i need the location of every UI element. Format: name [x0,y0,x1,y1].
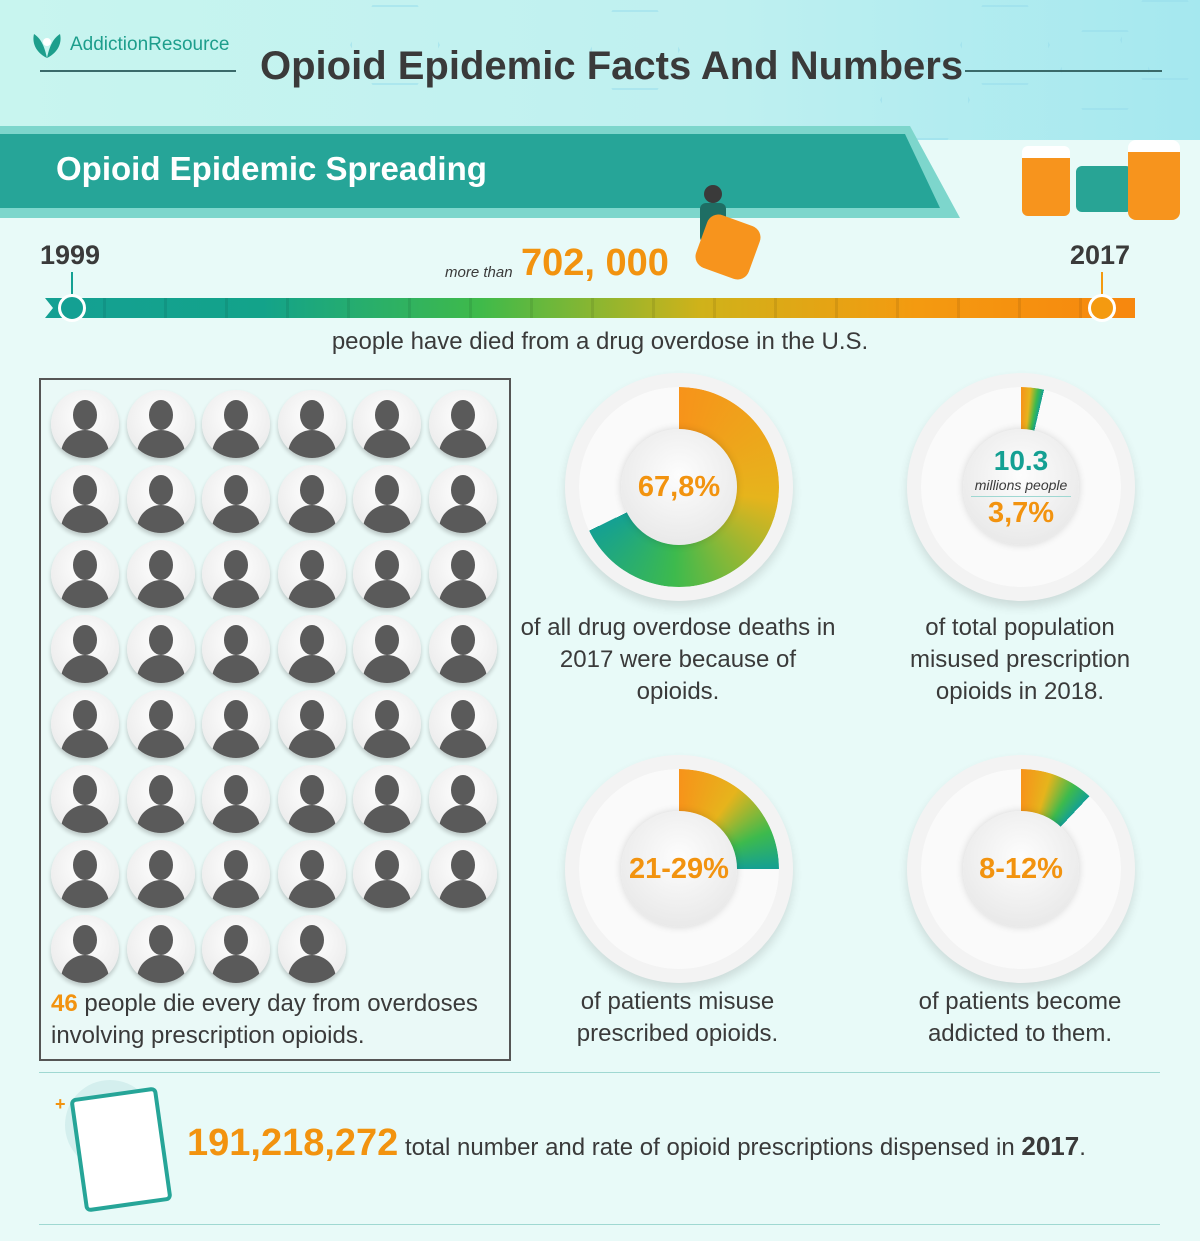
timeline-end-marker [1088,294,1116,322]
person-icon [126,915,195,983]
person-icon [202,390,270,458]
person-icon [202,465,270,533]
prescriptions-line: 191,218,272 total number and rate of opi… [187,1122,1086,1165]
person-icon [51,915,119,983]
stat-value: 67,8% [637,470,721,503]
logo-text: Addiction [70,34,149,55]
person-with-bottle-illustration [690,185,764,290]
person-icon [51,540,119,608]
divider [39,1072,1160,1073]
page-title: Opioid Epidemic Facts And Numbers [260,44,964,88]
person-icon [202,765,270,833]
people-caption: 46 people die every day from overdoses i… [51,988,506,1052]
pill-bottles-illustration [960,138,1180,223]
people-count: 46 [51,990,78,1017]
person-icon [428,390,497,458]
person-icon [353,540,421,608]
section-band-inner [0,134,940,208]
person-icon [353,840,421,908]
person-icon [277,540,346,608]
stat-value: 3,7% [987,496,1055,529]
stat-value: 21-29% [629,852,729,885]
stat-caption: of total population misused prescription… [909,614,1131,705]
timeline-bar [45,298,1135,318]
timeline-caption: people have died from a drug overdose in… [331,328,869,355]
donut-patients-addicted: 8-12% [907,755,1135,983]
person-icon [353,615,421,683]
donut-overdose-opioids: 67,8% [565,373,793,601]
clipboard-illustration: + [55,1080,175,1213]
people-panel: 46 people die every day from overdoses i… [39,378,511,1061]
logo-text-b: Resource [148,34,230,55]
person-icon [428,765,497,833]
person-icon [126,540,195,608]
donut-population-misuse: 10.3 millions people 3,7% [907,373,1135,601]
person-icon [126,765,195,833]
person-icon [353,765,421,833]
person-icon [277,840,346,908]
prescriptions-text: total number and rate of opioid prescrip… [398,1134,1022,1161]
person-icon [277,615,346,683]
timeline-stem [1101,272,1103,294]
stat-caption: of patients become addicted to them. [918,988,1122,1047]
person-icon [51,615,119,683]
divider [965,70,1162,72]
deaths-prefix: more than [445,264,513,281]
person-icon [202,690,270,758]
prescriptions-count: 191,218,272 [187,1122,399,1164]
stat-value: 8-12% [979,852,1063,885]
person-icon [51,840,119,908]
timeline-start-marker [58,294,86,322]
person-icon [126,690,195,758]
lotus-icon [33,34,61,58]
stat-caption: of patients misuse prescribed opioids. [576,988,779,1047]
stat-unit: millions people [970,477,1072,497]
person-icon [428,465,497,533]
stat-value-top: 10.3 [993,444,1049,476]
deaths-count: 702, 000 [521,242,669,284]
stat-caption: of all drug overdose deaths in 2017 were… [520,614,836,705]
person-icon [51,765,119,833]
person-icon [277,765,346,833]
person-icon [51,690,119,758]
person-icon [277,390,346,458]
timeline-stem [71,272,73,294]
person-icon [428,615,497,683]
people-caption-text: people die every day from overdoses invo… [51,990,478,1049]
person-icon [202,840,270,908]
person-icon [202,540,270,608]
person-icon [202,915,270,983]
period: . [1079,1134,1086,1161]
person-icon [51,465,119,533]
person-icon [353,390,421,458]
divider [40,70,236,72]
start-year: 1999 [40,240,101,270]
divider [39,1224,1160,1225]
person-icon [277,690,346,758]
person-icon [51,390,119,458]
person-icon [126,615,195,683]
prescriptions-year: 2017 [1021,1131,1080,1161]
section-title: Opioid Epidemic Spreading [56,150,487,187]
person-icon [126,840,195,908]
person-icon [428,840,497,908]
person-icon [353,465,421,533]
person-icon [277,465,346,533]
person-icon [428,690,497,758]
person-icon [353,690,421,758]
logo: AddictionResource [30,30,230,60]
person-icon [126,465,195,533]
person-icon [428,540,497,608]
person-icon [126,390,195,458]
end-year: 2017 [1070,240,1131,270]
person-icon [202,615,270,683]
donut-patients-misuse: 21-29% [565,755,793,983]
person-icon [277,915,346,983]
